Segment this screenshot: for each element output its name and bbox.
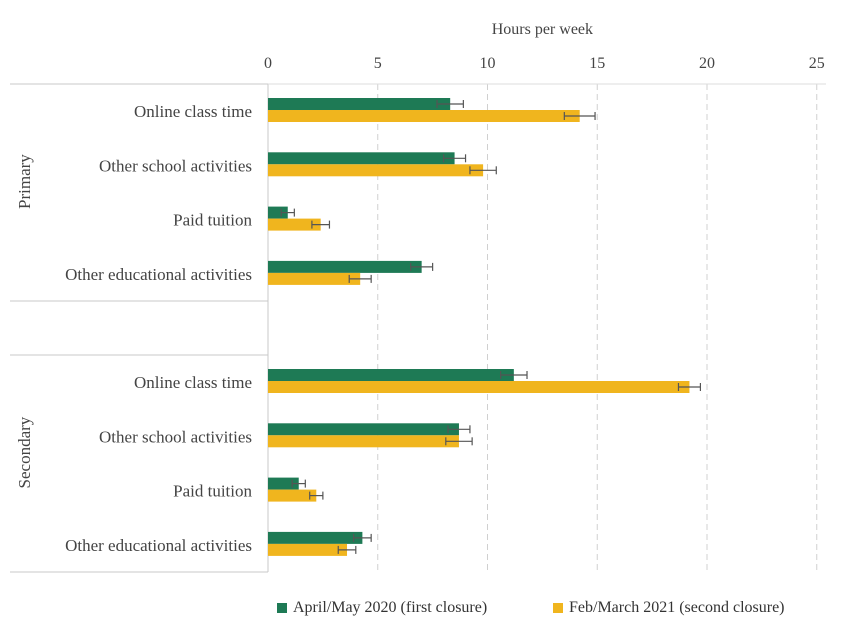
legend-swatch-second-closure [553,603,563,613]
category-label: Other school activities [99,427,252,446]
group-label: Secondary [15,416,34,488]
bar [268,272,361,285]
bar-chart: Hours per week 0 5 10 15 20 25 Primary Secondary… [10,21,826,573]
bar [268,435,459,448]
category-label: Other school activities [99,156,252,175]
bar [268,218,321,231]
bar [268,423,459,436]
legend-item-first-closure: April/May 2020 (first closure) [277,599,487,617]
legend-swatch-first-closure [277,603,287,613]
bar [268,489,317,502]
bar [268,531,363,544]
bar [268,543,348,556]
bar [268,381,690,393]
x-axis-title: Hours per week [492,21,593,38]
x-tick-label: 10 [480,55,496,72]
bar [268,477,299,490]
bar [268,98,451,110]
category-label: Other educational activities [65,536,252,555]
x-tick-label: 15 [589,55,605,72]
group-label: Primary [15,154,34,209]
bar [268,206,288,219]
category-label: Paid tuition [173,211,252,230]
bar [268,152,455,165]
bar [268,110,580,122]
x-tick-label: 25 [809,55,825,72]
bar [268,164,484,177]
legend-label-second-closure: Feb/March 2021 (second closure) [569,599,785,616]
legend-label-first-closure: April/May 2020 (first closure) [293,599,488,616]
category-label: Other educational activities [65,265,252,284]
x-tick-label: 0 [264,55,272,72]
x-tick-label: 20 [699,55,715,72]
x-tick-label: 5 [374,55,382,72]
bar [268,260,422,273]
legend-item-second-closure: Feb/March 2021 (second closure) [553,599,785,617]
category-label: Online class time [134,102,252,121]
category-label: Online class time [134,373,252,392]
category-label: Paid tuition [173,482,252,501]
bar [268,369,514,381]
